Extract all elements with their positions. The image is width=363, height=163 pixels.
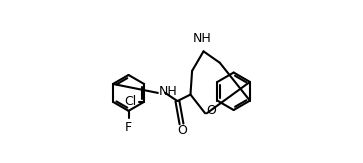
Text: NH: NH xyxy=(159,85,178,98)
Text: F: F xyxy=(125,121,132,134)
Text: O: O xyxy=(206,104,216,117)
Text: Cl: Cl xyxy=(125,95,137,108)
Text: NH: NH xyxy=(192,32,211,45)
Text: O: O xyxy=(178,124,187,137)
